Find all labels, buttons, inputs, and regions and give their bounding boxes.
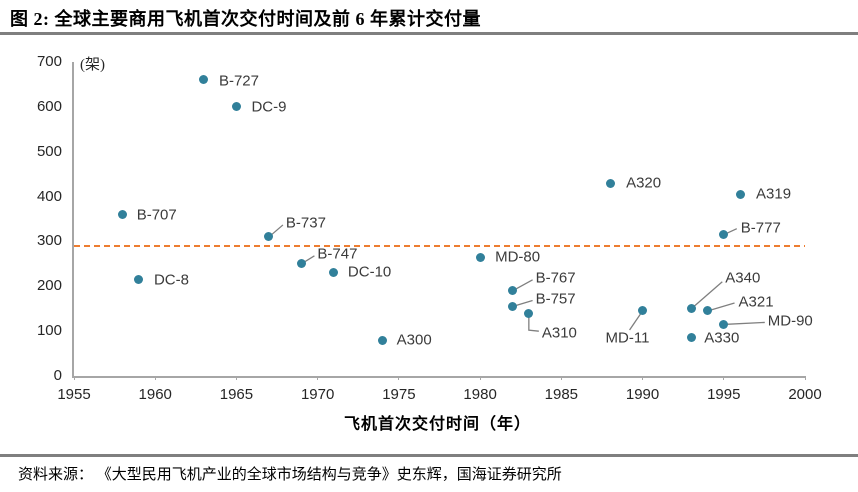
data-point-label: MD-11: [605, 329, 650, 347]
data-point-dot: [735, 189, 745, 199]
data-point-label: MD-80: [495, 248, 541, 266]
data-point-label: B-707: [136, 206, 177, 223]
x-axis-tick-mark: [804, 376, 806, 380]
x-axis-tick-label: 1980: [463, 386, 497, 403]
data-point-label: A340: [725, 269, 761, 287]
leader-line: [528, 313, 539, 332]
y-axis-tick-label: 100: [36, 322, 62, 340]
data-point-label: DC-10: [347, 263, 392, 281]
data-point-label: A330: [704, 329, 740, 347]
data-point-dot: [231, 102, 241, 112]
source-divider-rule: [0, 454, 858, 457]
x-axis-tick-label: 1985: [544, 386, 579, 403]
leader-lines: [268, 224, 765, 332]
data-point-label: B-747: [317, 245, 358, 263]
data-point-dot: [719, 230, 729, 240]
x-axis-tick-label: 1990: [625, 386, 660, 403]
data-point-label: B-767: [535, 269, 576, 287]
y-axis-tick-label: 600: [36, 97, 62, 115]
data-point-label: A300: [396, 331, 432, 349]
x-axis-tick-mark: [317, 376, 319, 380]
data-point-dot: [686, 333, 696, 343]
x-axis-tick-label: 1960: [138, 386, 172, 403]
data-point-label: B-757: [535, 290, 576, 308]
data-point-label: MD-90: [767, 312, 813, 330]
x-axis-tick-mark: [398, 376, 400, 380]
data-point-dot: [719, 319, 729, 329]
x-axis-tick-label: 1965: [219, 386, 254, 403]
data-point-label: B-737: [285, 214, 326, 232]
y-axis-unit-label: (架): [80, 57, 105, 73]
x-axis-tick-mark: [479, 376, 481, 380]
x-axis-tick-label: 1995: [707, 386, 741, 403]
data-point-dot: [118, 210, 128, 219]
x-axis-tick-mark: [235, 376, 237, 380]
data-point-label: A319: [756, 185, 792, 203]
y-axis-tick-label: 700: [36, 53, 62, 70]
data-point-label: A320: [626, 174, 662, 192]
data-point-dot: [475, 252, 485, 262]
x-axis-tick-mark: [154, 376, 156, 380]
data-point-dot: [524, 308, 534, 318]
data-point-dot: [703, 306, 713, 316]
y-axis-tick-label: 0: [53, 367, 62, 384]
y-axis-tick-label: 200: [36, 277, 62, 295]
data-point-dot: [296, 259, 306, 269]
x-axis-tick-mark: [560, 376, 562, 380]
y-axis-tick-label: 500: [36, 142, 62, 160]
x-axis-tick-label: 2000: [788, 386, 822, 403]
data-point-label: A321: [738, 293, 774, 311]
data-point-dot: [508, 301, 518, 311]
plot-area: 1955 1960 1965 1970 1975 1980 1985 1990 1995 2000…: [57, 62, 822, 403]
x-axis-tick-mark: [642, 376, 644, 380]
data-point-dot: [199, 75, 209, 85]
data-point-label: B-777: [740, 219, 781, 237]
reference-dashed-line: [74, 244, 805, 247]
data-point-dot: [508, 286, 518, 296]
x-axis-tick-label: 1975: [382, 386, 416, 403]
data-point-label: B-727: [218, 72, 259, 90]
x-axis-tick-mark: [73, 376, 75, 380]
y-axis-tick-label: 400: [36, 187, 62, 205]
data-point-dot: [605, 178, 615, 188]
data-point-dot: [638, 306, 648, 316]
data-point-dot: [134, 275, 144, 285]
title-divider-rule: [0, 32, 858, 35]
data-point-dot: [378, 335, 388, 345]
figure-title: 图 2: 全球主要商用飞机首次交付时间及前 6 年累计交付量: [10, 9, 481, 29]
x-axis-title: 飞机首次交付时间（年）: [343, 416, 531, 433]
data-point-dot: [329, 268, 339, 278]
leader-line: [707, 302, 735, 312]
y-axis-tick-label: 300: [36, 232, 62, 250]
data-point-dot: [264, 232, 274, 242]
leader-line: [690, 281, 723, 310]
leader-line: [723, 321, 765, 326]
data-point-label: DC-9: [251, 98, 287, 116]
data-point-dot: [686, 304, 696, 314]
data-point-label: A310: [541, 324, 577, 342]
data-point-label: DC-8: [153, 271, 189, 289]
source-note: 资料来源： 《大型民用飞机产业的全球市场结构与竞争》史东辉，国海证券研究所: [18, 467, 562, 483]
x-axis-tick-label: 1970: [300, 386, 335, 403]
x-axis-tick-label: 1955: [57, 386, 91, 403]
x-axis-tick-mark: [723, 376, 725, 380]
